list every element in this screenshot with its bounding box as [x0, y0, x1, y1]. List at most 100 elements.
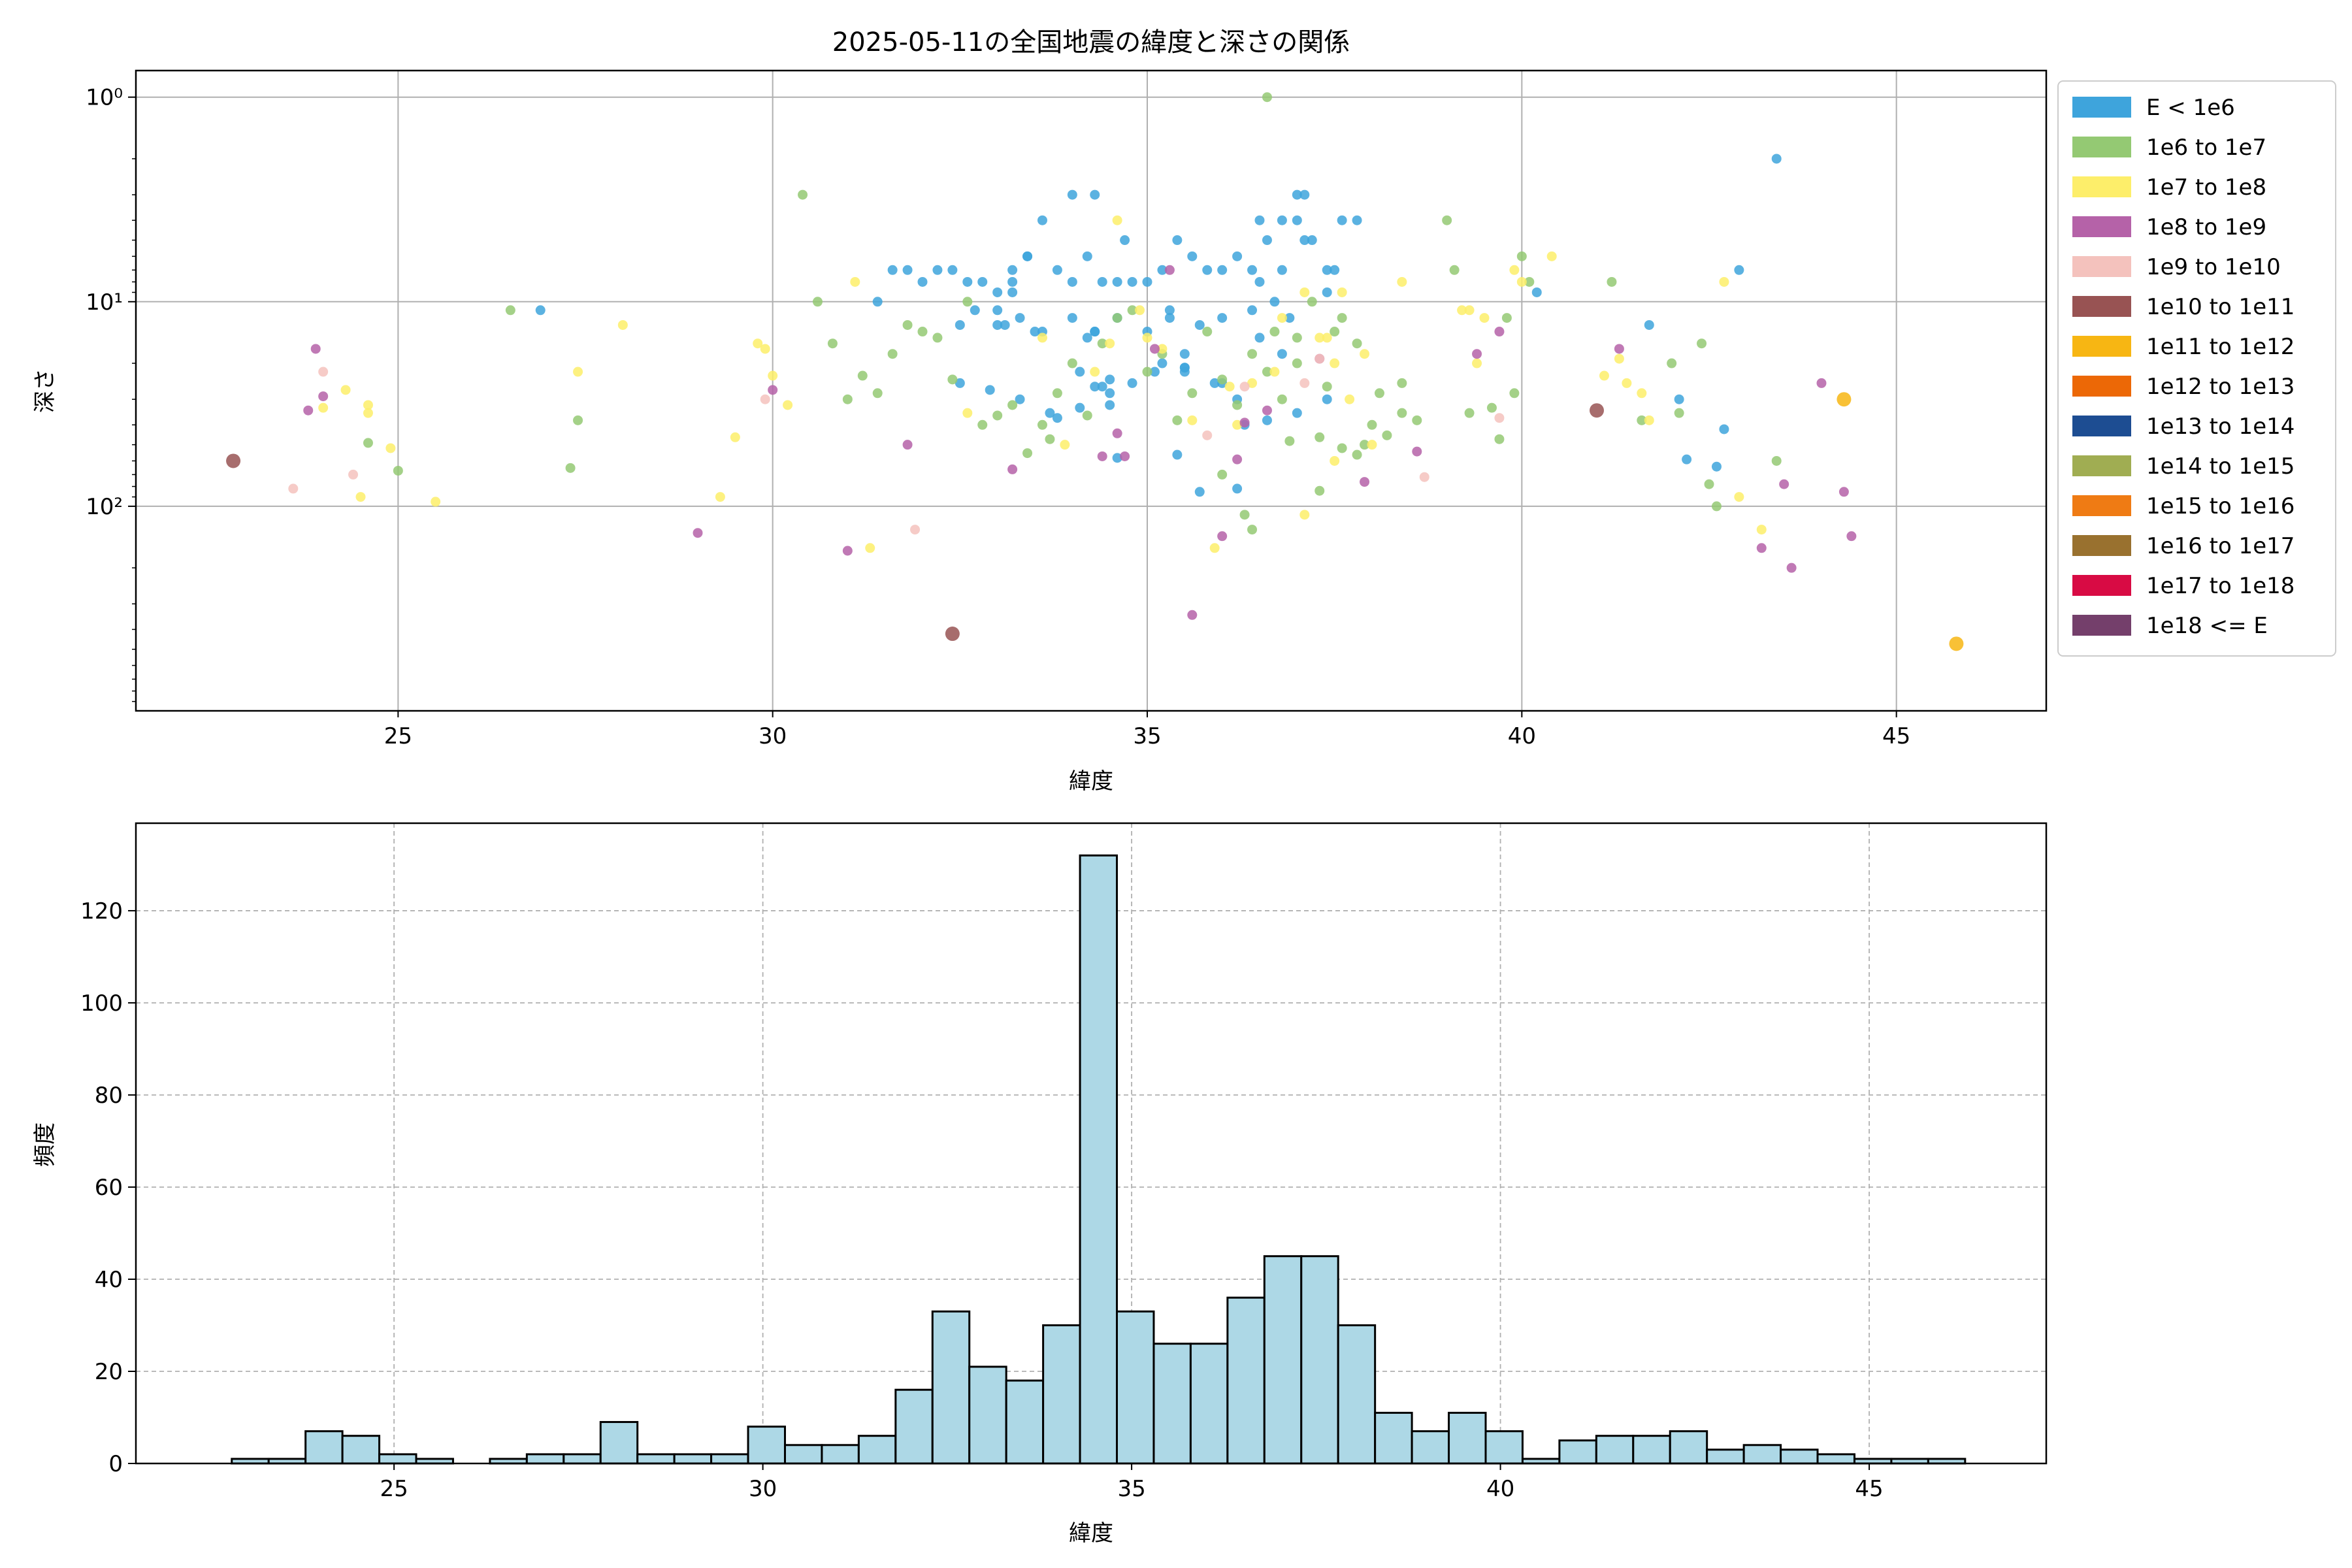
scatter-point	[1704, 479, 1714, 489]
scatter-point	[1516, 276, 1527, 287]
histogram-bar	[1079, 854, 1119, 1465]
scatter-point	[1315, 432, 1325, 442]
scatter-y-tick-label: 10⁰	[86, 85, 123, 111]
scatter-point	[917, 276, 928, 287]
scatter-point	[1352, 338, 1362, 349]
histogram-frame	[135, 822, 2048, 1465]
scatter-point	[1067, 189, 1077, 200]
scatter-point	[1494, 434, 1505, 444]
legend-swatch	[2072, 535, 2131, 556]
histogram-bar	[1263, 1255, 1303, 1465]
scatter-x-tick-label: 45	[1882, 723, 1910, 749]
histogram-bar	[1632, 1435, 1671, 1465]
histogram-y-tick-label: 100	[80, 990, 123, 1017]
histogram-y-tick-label: 80	[95, 1083, 123, 1109]
scatter-x-tick-label: 40	[1508, 723, 1536, 749]
scatter-point	[1360, 440, 1370, 450]
scatter-point	[1509, 388, 1520, 399]
scatter-point	[1337, 215, 1347, 225]
scatter-point	[1247, 378, 1258, 388]
scatter-point	[1838, 487, 1849, 497]
scatter-point	[535, 305, 546, 316]
scatter-point	[932, 265, 943, 275]
scatter-x-tick-label: 25	[384, 723, 412, 749]
scatter-point	[1022, 448, 1033, 459]
scatter-point	[1045, 434, 1055, 444]
scatter-point	[945, 627, 960, 642]
scatter-point	[1067, 313, 1077, 323]
scatter-point	[902, 440, 913, 450]
scatter-point	[1142, 333, 1152, 343]
scatter-point	[1486, 402, 1497, 413]
scatter-point	[1779, 479, 1789, 489]
scatter-point	[1277, 313, 1287, 323]
scatter-point	[1637, 415, 1647, 425]
scatter-point	[1247, 305, 1258, 316]
scatter-point	[1472, 358, 1482, 368]
scatter-point	[1157, 358, 1168, 368]
scatter-point	[1292, 408, 1302, 418]
scatter-point	[1232, 251, 1243, 261]
scatter-point	[947, 374, 958, 385]
scatter-point	[1007, 265, 1018, 275]
histogram-y-tick-label: 0	[108, 1451, 123, 1477]
scatter-point	[768, 385, 778, 395]
scatter-point	[1172, 415, 1183, 425]
histogram-bar	[1484, 1430, 1524, 1465]
scatter-point	[1187, 415, 1198, 425]
scatter-x-ticks: 25 30 35 40 45	[384, 711, 1910, 749]
legend-swatch	[2072, 495, 2131, 516]
scatter-point	[1315, 333, 1325, 343]
scatter-point	[1457, 305, 1467, 316]
scatter-frame	[135, 69, 2048, 712]
legend-label: 1e8 to 1e9	[2146, 214, 2266, 240]
scatter-point	[962, 276, 973, 287]
scatter-point	[1067, 358, 1077, 368]
legend-label: 1e7 to 1e8	[2146, 174, 2266, 201]
scatter-point	[1337, 443, 1347, 453]
scatter-point	[1622, 378, 1632, 388]
legend-label: 1e14 to 1e15	[2146, 453, 2295, 480]
scatter-point	[730, 432, 740, 442]
scatter-point	[1277, 265, 1287, 275]
scatter-point	[1120, 235, 1130, 246]
legend-swatch	[2072, 575, 2131, 596]
histogram-bar	[894, 1388, 934, 1465]
scatter-point	[902, 265, 913, 275]
scatter-point	[1254, 333, 1265, 343]
scatter-point	[768, 370, 778, 381]
scatter-point	[1164, 265, 1175, 275]
scatter-point	[1075, 367, 1085, 377]
scatter-point	[363, 400, 373, 410]
scatter-point	[1097, 451, 1107, 461]
scatter-point	[573, 367, 583, 377]
legend-label: 1e18 <= E	[2146, 613, 2268, 639]
scatter-point	[693, 528, 703, 538]
histogram-bar	[747, 1426, 786, 1465]
histogram-bars	[231, 854, 1967, 1465]
scatter-point	[303, 405, 314, 416]
scatter-point	[1187, 251, 1198, 261]
histogram-y-label: 頻度	[32, 1122, 58, 1167]
scatter-point	[1037, 419, 1047, 430]
scatter-point	[1277, 215, 1287, 225]
scatter-point	[1322, 382, 1332, 392]
scatter-point	[1247, 349, 1258, 359]
histogram-bar	[1337, 1324, 1377, 1465]
scatter-point	[1546, 251, 1557, 261]
histogram-bar	[1780, 1448, 1819, 1465]
scatter-point	[917, 327, 928, 337]
scatter-point	[977, 419, 988, 430]
scatter-point	[1209, 378, 1220, 388]
scatter-point	[1412, 415, 1422, 425]
scatter-point	[1315, 353, 1325, 364]
scatter-point	[1262, 235, 1272, 246]
scatter-y-tick-label: 10¹	[86, 289, 123, 316]
scatter-point	[910, 525, 921, 535]
scatter-point	[1330, 265, 1340, 275]
scatter-point	[1352, 449, 1362, 460]
scatter-point	[1494, 327, 1505, 337]
legend-swatch	[2072, 296, 2131, 317]
legend-swatch	[2072, 137, 2131, 157]
scatter-point	[1352, 215, 1362, 225]
